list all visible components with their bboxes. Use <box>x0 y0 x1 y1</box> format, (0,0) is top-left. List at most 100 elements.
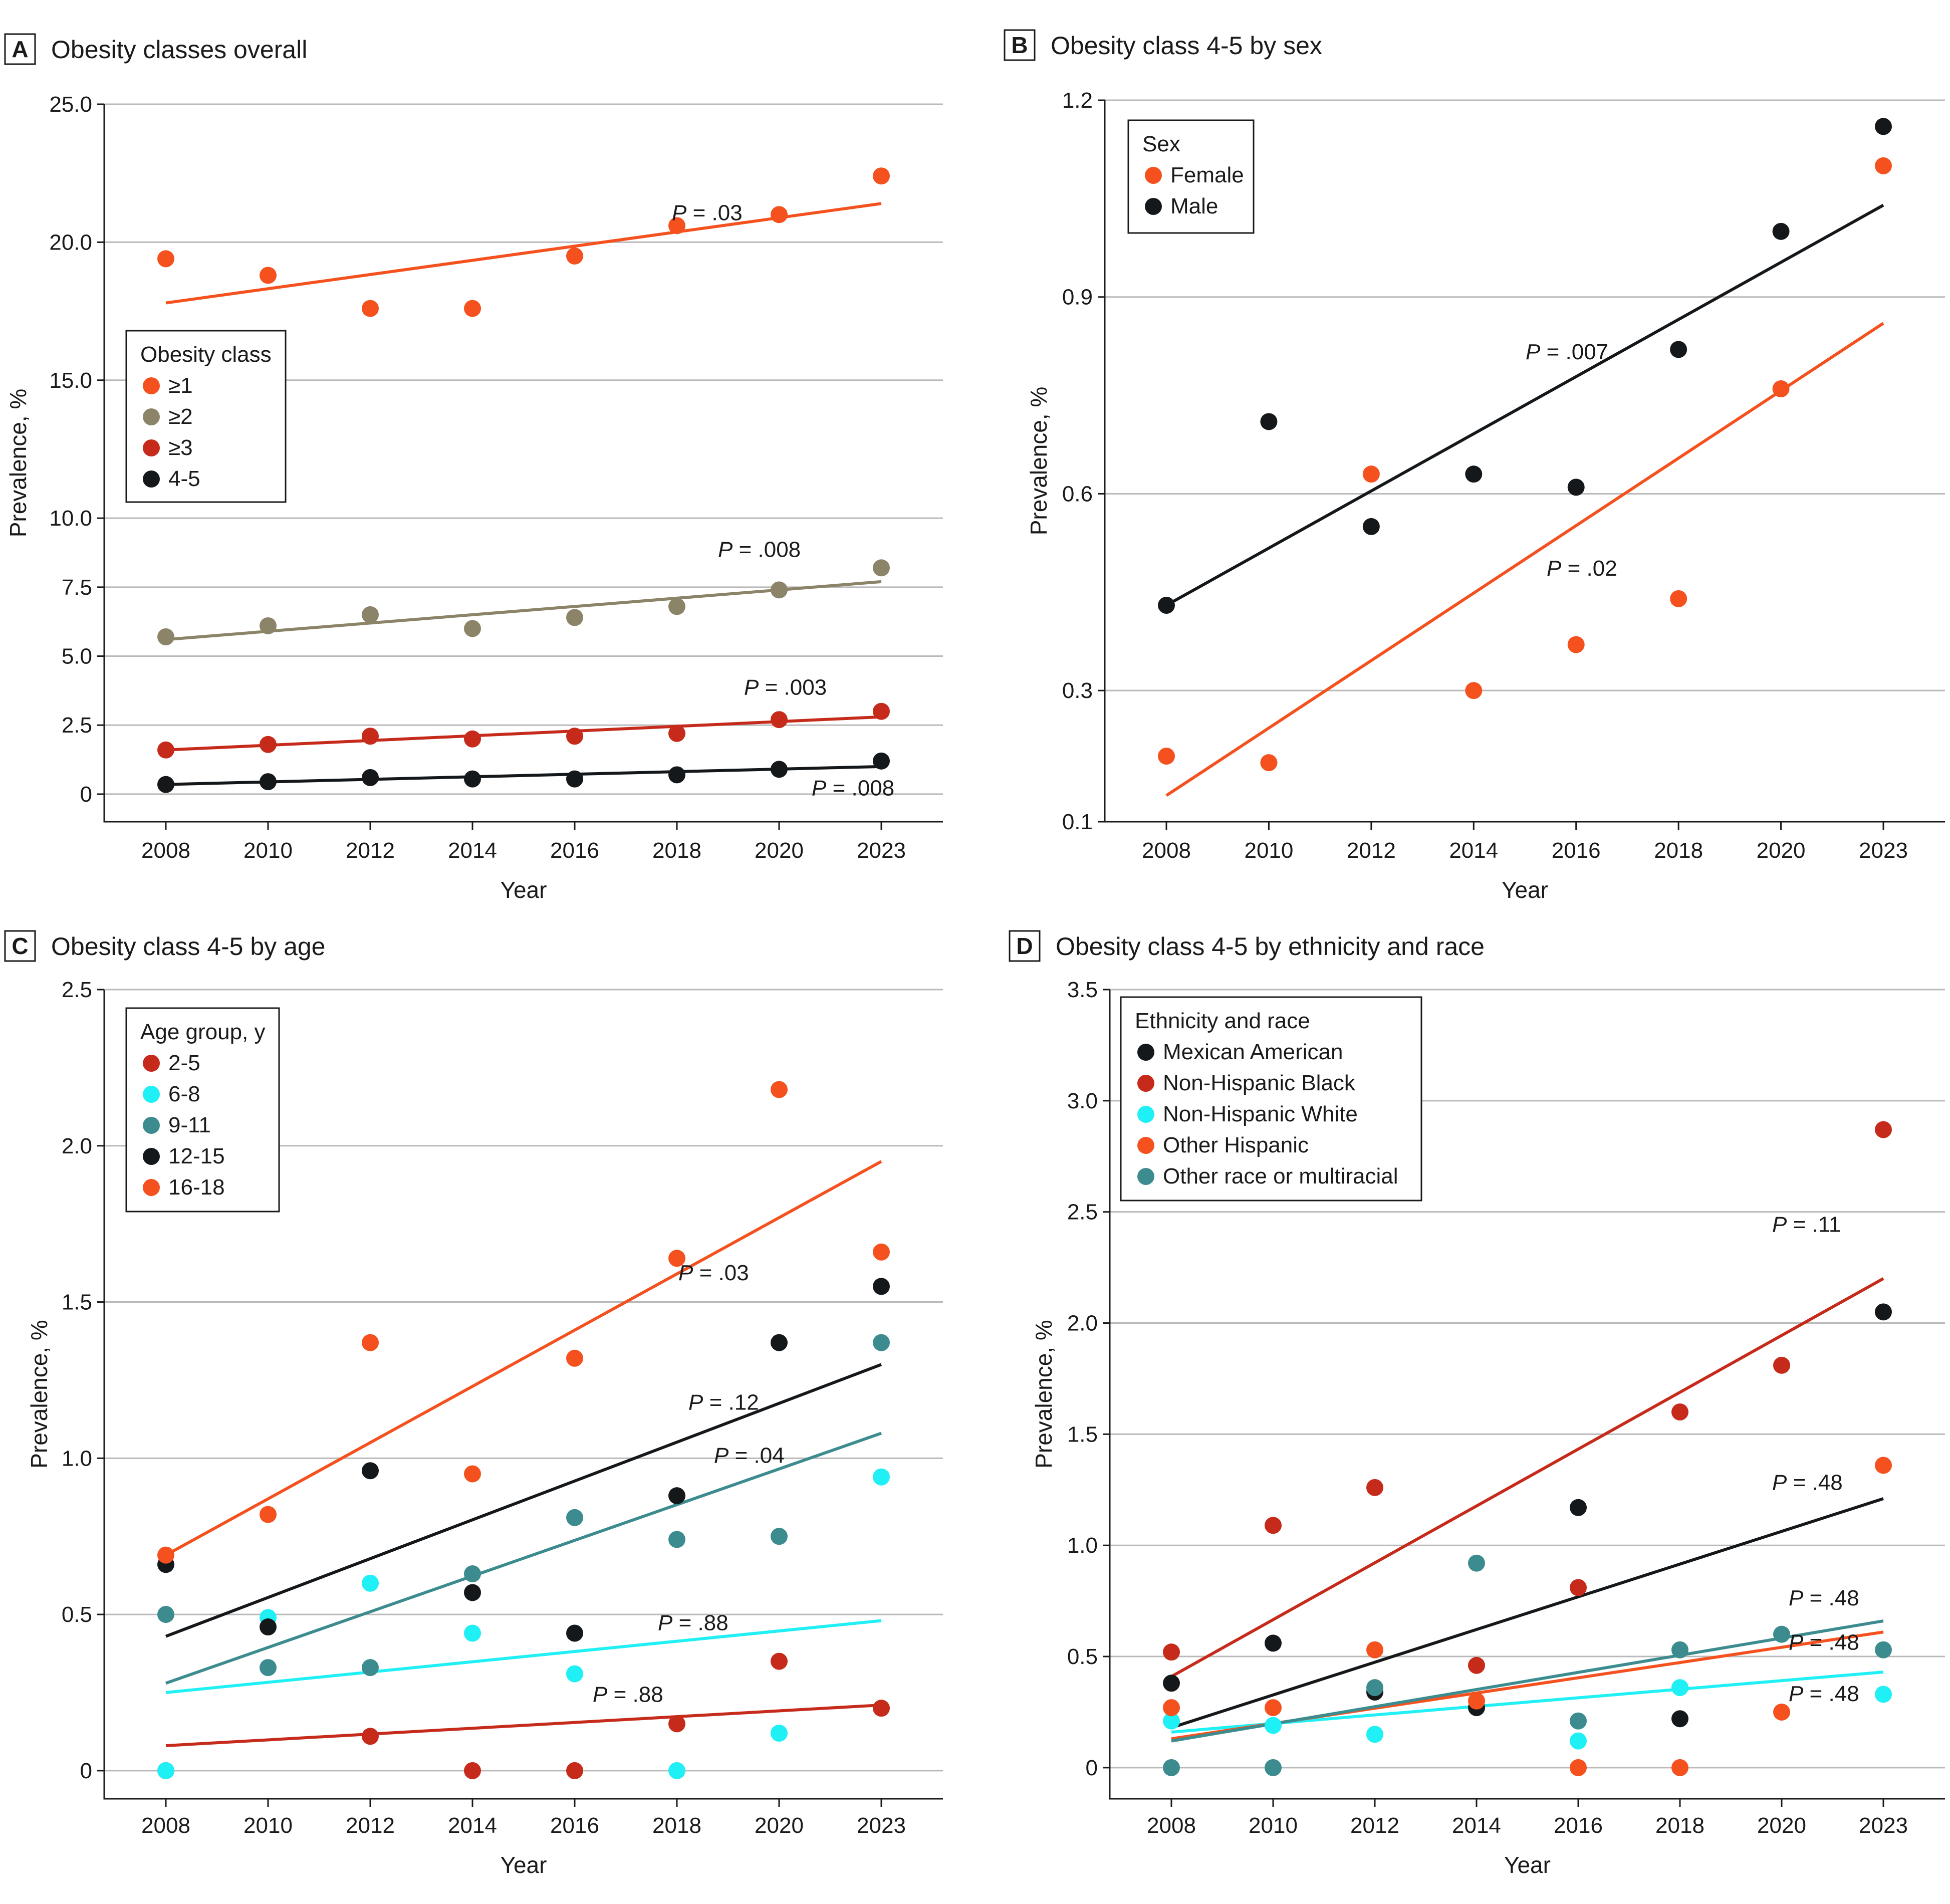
x-tick-label: 2010 <box>1249 1813 1298 1838</box>
data-point <box>362 300 379 317</box>
data-point <box>362 606 379 623</box>
data-point <box>566 1624 583 1642</box>
legend-item-label: Male <box>1170 194 1218 218</box>
legend-item-label: Non-Hispanic White <box>1163 1102 1358 1126</box>
p-value-label: P = .008 <box>718 537 801 562</box>
data-point <box>1773 1356 1790 1374</box>
trend-line <box>165 765 882 786</box>
x-tick-label: 2012 <box>1350 1813 1399 1838</box>
data-point <box>668 1531 685 1548</box>
data-point <box>1875 118 1892 135</box>
x-tick-label: 2012 <box>346 838 395 863</box>
data-point <box>1671 1759 1688 1776</box>
x-axis-label: Year <box>1504 1852 1551 1878</box>
panel-letter: B <box>1011 32 1028 58</box>
trend-line <box>165 715 882 752</box>
data-point <box>668 766 685 784</box>
data-point <box>260 736 277 753</box>
p-value-label: P = .003 <box>744 675 827 700</box>
data-point <box>1567 636 1585 653</box>
panel-letter: C <box>12 933 28 959</box>
data-point <box>1875 1641 1892 1658</box>
data-point <box>566 770 583 788</box>
y-tick-label: 1.5 <box>1067 1422 1098 1447</box>
p-value-label: P = .007 <box>1526 340 1608 364</box>
x-tick-label: 2008 <box>141 1813 190 1838</box>
trend-line <box>1165 203 1884 607</box>
data-point <box>1260 413 1278 430</box>
data-point <box>1567 479 1585 496</box>
y-tick-label: 2.5 <box>62 978 92 1002</box>
data-point <box>771 581 788 599</box>
data-point <box>362 728 379 745</box>
x-tick-label: 2020 <box>1757 838 1806 863</box>
legend-swatch <box>1145 198 1162 215</box>
data-point <box>1671 1403 1688 1420</box>
data-point <box>260 617 277 634</box>
data-point <box>566 1762 583 1779</box>
data-point <box>668 1487 685 1505</box>
legend-swatch <box>1137 1106 1154 1123</box>
legend-swatch <box>1137 1137 1154 1154</box>
data-point <box>464 1584 481 1601</box>
legend-swatch <box>143 1117 160 1134</box>
data-point <box>668 1715 685 1733</box>
data-point <box>873 1278 890 1295</box>
data-point <box>464 770 481 788</box>
x-tick-label: 2023 <box>1859 838 1908 863</box>
data-point <box>873 1243 890 1261</box>
legend-swatch <box>143 377 160 394</box>
data-point <box>1570 1499 1587 1516</box>
trend-line <box>165 202 882 305</box>
x-tick-label: 2020 <box>1757 1813 1806 1838</box>
data-point <box>668 217 685 234</box>
trend-line <box>165 1703 882 1747</box>
data-point <box>771 1081 788 1098</box>
x-axis-label: Year <box>501 1852 547 1878</box>
x-tick-label: 2020 <box>755 838 804 863</box>
data-point <box>362 1334 379 1351</box>
panel-letter-box <box>4 930 36 962</box>
data-point <box>1773 1625 1790 1643</box>
x-tick-label: 2014 <box>448 1813 497 1838</box>
legend-swatch <box>143 470 160 488</box>
p-value-label: P = .88 <box>593 1683 663 1707</box>
data-point <box>1465 465 1483 483</box>
data-point <box>157 741 174 759</box>
data-point <box>1362 465 1380 483</box>
legend-title: Ethnicity and race <box>1135 1009 1310 1033</box>
y-axis-label: Prevalence, % <box>1031 1320 1057 1469</box>
x-tick-label: 2018 <box>652 1813 701 1838</box>
data-point <box>464 1565 481 1583</box>
trend-line <box>1165 322 1884 797</box>
trend-line <box>165 1160 882 1557</box>
x-tick-label: 2023 <box>857 1813 906 1838</box>
data-point <box>1468 1692 1485 1710</box>
x-tick-label: 2018 <box>652 838 701 863</box>
panel-title: Obesity class 4-5 by sex <box>1051 32 1322 60</box>
data-point <box>566 1665 583 1683</box>
y-tick-label: 15.0 <box>49 368 92 393</box>
data-point <box>464 730 481 748</box>
y-tick-label: 1.2 <box>1062 88 1093 113</box>
data-point <box>873 1468 890 1486</box>
data-point <box>1163 1699 1180 1717</box>
y-axis-label: Prevalence, % <box>26 1320 52 1469</box>
data-point <box>1465 682 1483 699</box>
data-point <box>566 1349 583 1367</box>
data-point <box>1362 518 1380 535</box>
panel-title: Obesity classes overall <box>51 36 307 64</box>
data-point <box>1772 380 1790 397</box>
legend-swatch <box>143 439 160 456</box>
data-point <box>157 1606 174 1623</box>
x-tick-label: 2023 <box>1859 1813 1908 1838</box>
data-point <box>1366 1641 1383 1658</box>
legend-swatch <box>1137 1168 1154 1185</box>
x-tick-label: 2023 <box>857 838 906 863</box>
data-point <box>260 1618 277 1636</box>
p-value-label: P = .03 <box>678 1261 749 1285</box>
data-point <box>771 206 788 223</box>
data-point <box>1366 1679 1383 1697</box>
x-axis-label: Year <box>1502 877 1548 903</box>
